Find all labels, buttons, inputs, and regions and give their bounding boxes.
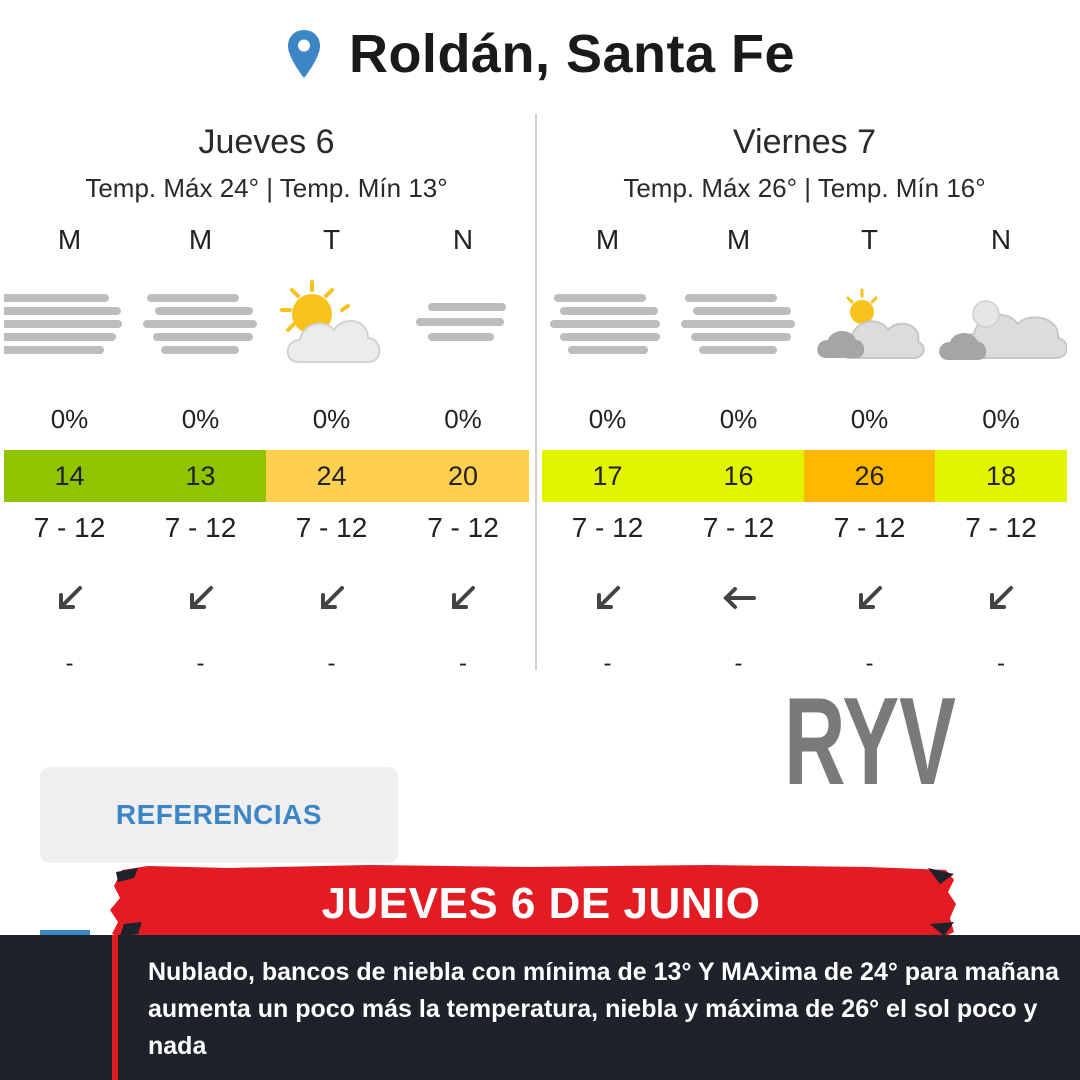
gust-value: - (734, 650, 743, 677)
wind-speed-row: 7 - 12 7 - 12 7 - 12 7 - 12 (542, 502, 1067, 554)
fog-icon (135, 270, 266, 378)
description-panel (0, 935, 1080, 1080)
period-letter: M (188, 224, 213, 255)
period-letter: T (322, 224, 341, 255)
period-letter: T (860, 224, 879, 255)
gust-value: - (327, 650, 336, 677)
precip-value: 0% (312, 404, 351, 434)
banner-title: JUEVES 6 DE JUNIO (321, 879, 761, 928)
gust-value: - (65, 650, 74, 677)
wind-speed: 7 - 12 (427, 512, 499, 543)
temperature-row: 14 13 24 20 (4, 450, 529, 502)
sw-arrow-icon (266, 554, 397, 642)
day-title: Jueves 6 (198, 123, 335, 161)
wind-speed: 7 - 12 (33, 512, 106, 543)
gust-row: - - - - (4, 642, 529, 686)
location-header: Roldán, Santa Fe (0, 14, 1080, 94)
sw-arrow-icon (135, 554, 266, 642)
location-name: Roldán, Santa Fe (348, 24, 796, 84)
precip-value: 0% (982, 404, 1020, 434)
wind-direction-row (4, 554, 529, 642)
precip-value: 0% (181, 404, 220, 434)
day-temp-range: Temp. Máx 26° | Temp. Mín 16° (623, 173, 986, 203)
fog-light-icon (397, 270, 529, 378)
wind-speed: 7 - 12 (965, 512, 1037, 543)
precip-value: 0% (850, 404, 889, 434)
gust-value: - (196, 650, 205, 677)
temperature-cell: 26 (804, 450, 935, 502)
forecast-description: Nublado, bancos de niebla con mínima de … (148, 958, 1060, 1060)
logo-text: RYV (786, 678, 956, 788)
references-button[interactable]: REFERENCIAS (40, 767, 398, 863)
precip-value: 0% (719, 404, 758, 434)
day-title: Viernes 7 (732, 123, 877, 161)
sw-arrow-icon (542, 554, 673, 642)
temperature-row: 17 16 26 18 (542, 450, 1067, 502)
wind-speed: 7 - 12 (571, 512, 644, 543)
wind-direction-row (542, 554, 1067, 642)
partly-sunny-icon (266, 270, 397, 378)
temperature-cell: 18 (935, 450, 1067, 502)
temperature-cell: 20 (397, 450, 529, 502)
period-letters-row: M M T N (542, 210, 1067, 270)
precip-value: 0% (588, 404, 627, 434)
precip-value: 0% (444, 404, 482, 434)
map-pin-icon (287, 30, 320, 78)
gust-value: - (603, 650, 612, 677)
weather-icons-row (4, 270, 529, 378)
sw-arrow-icon (935, 554, 1067, 642)
sw-arrow-icon (804, 554, 935, 642)
precip-row: 0% 0% 0% 0% (542, 388, 1067, 450)
banner-brush (110, 865, 956, 940)
temperature-cell: 16 (673, 450, 804, 502)
fog-icon (542, 270, 673, 378)
wind-speed: 7 - 12 (702, 512, 775, 543)
period-letters-row: M M T N (4, 210, 529, 270)
wind-speed-row: 7 - 12 7 - 12 7 - 12 7 - 12 (4, 502, 529, 554)
weather-icons-row (542, 270, 1067, 378)
temperature-cell: 14 (4, 450, 135, 502)
cloudy-moon-icon (935, 270, 1067, 378)
gust-row: - - - - (542, 642, 1067, 686)
wind-speed: 7 - 12 (164, 512, 237, 543)
period-letter: M (726, 224, 751, 255)
temperature-cell: 13 (135, 450, 266, 502)
description-accent-bar (112, 935, 118, 1080)
period-letter: N (452, 224, 474, 255)
day-divider (535, 114, 537, 670)
period-letter: M (57, 224, 82, 255)
sw-arrow-icon (4, 554, 135, 642)
precip-row: 0% 0% 0% 0% (4, 388, 529, 450)
fog-icon (673, 270, 804, 378)
wind-speed: 7 - 12 (833, 512, 906, 543)
day-column-jueves: Jueves 6 Temp. Máx 24° | Temp. Mín 13° M… (4, 118, 529, 686)
cloudy-sun-icon (804, 270, 935, 378)
gust-value: - (997, 650, 1005, 677)
fog-icon (4, 270, 135, 378)
period-letter: N (990, 224, 1012, 255)
temperature-cell: 17 (542, 450, 673, 502)
precip-value: 0% (50, 404, 89, 434)
wind-speed: 7 - 12 (295, 512, 368, 543)
temperature-cell: 24 (266, 450, 397, 502)
sw-arrow-icon (397, 554, 529, 642)
gust-value: - (459, 650, 467, 677)
period-letter: M (595, 224, 620, 255)
w-arrow-icon (673, 554, 804, 642)
day-column-viernes: Viernes 7 Temp. Máx 26° | Temp. Mín 16° … (542, 118, 1067, 686)
day-temp-range: Temp. Máx 24° | Temp. Mín 13° (85, 173, 448, 203)
ryv-logo: RYV (786, 678, 956, 788)
gust-value: - (865, 650, 874, 677)
